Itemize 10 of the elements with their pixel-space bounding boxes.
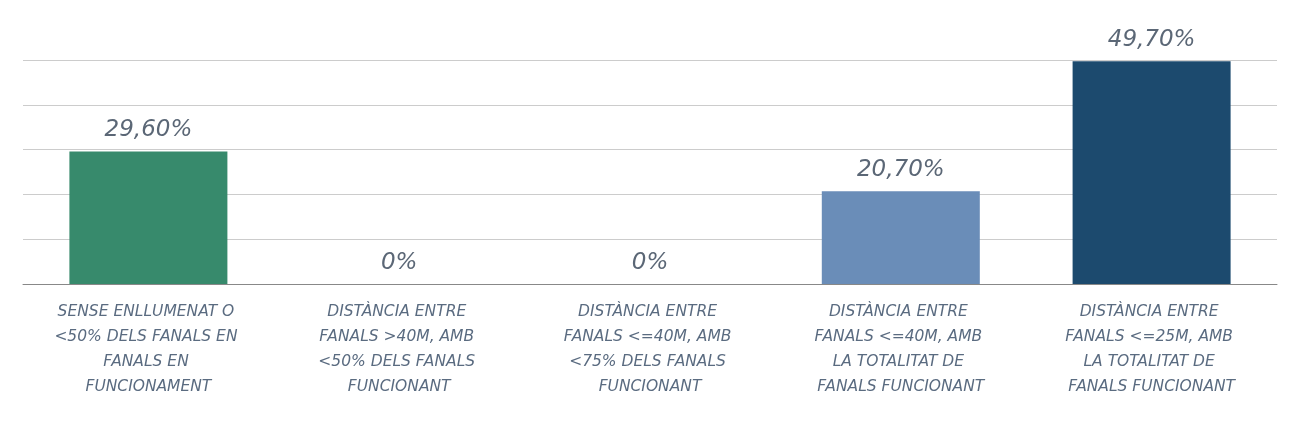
data-label: 0%	[380, 247, 418, 274]
data-label: 0%	[631, 247, 669, 274]
x-tick-label: DISTÀNCIA ENTRE FANALS <=40M, AMB <75% DELS FANALS FUNCIONANT	[563, 300, 737, 395]
data-label: 49,70%	[1107, 24, 1196, 51]
x-tick-label: SENSE ENLLUMENAT O <50% DELS FANALS EN FANALS EN FUNCIONAMENT	[54, 301, 243, 395]
data-label: 29,60%	[104, 114, 193, 141]
x-tick-label: DISTÀNCIA ENTRE FANALS <=25M, AMB LA TOTALITAT DE FANALS FUNCIONANT	[1065, 300, 1238, 395]
data-label: 20,70%	[856, 154, 945, 181]
x-tick-label: DISTÀNCIA ENTRE FANALS <=40M, AMB LA TOTALITAT DE FANALS FUNCIONANT	[814, 300, 988, 395]
x-tick-label: DISTÀNCIA ENTRE FANALS >40M, AMB <50% DELS FANALS FUNCIONANT	[318, 300, 481, 395]
